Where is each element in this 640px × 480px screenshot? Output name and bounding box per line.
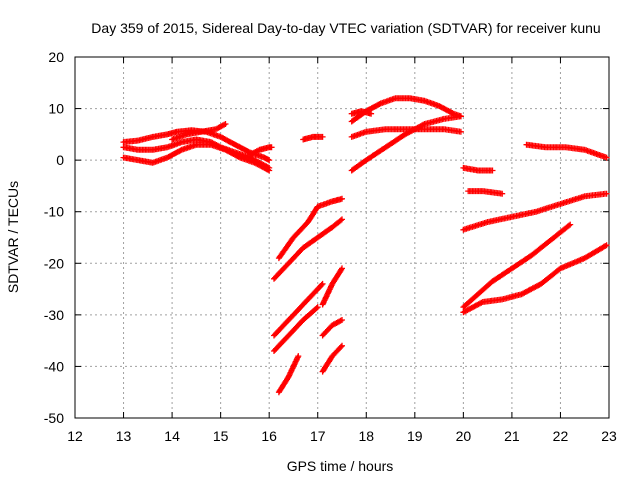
data-point-markers [465,188,506,197]
y-axis-label: SDTVAR / TECUs [5,181,21,293]
data-point-markers [300,133,326,143]
data-point-markers [271,216,345,282]
data-point-markers [275,195,345,262]
series-arc4 [169,121,229,143]
x-tick-label: 16 [261,428,277,444]
x-tick-label: 13 [116,428,132,444]
data-point-markers [246,144,275,158]
data-point-markers [271,304,321,354]
y-tick-label: 20 [48,49,64,65]
data-point-markers [319,265,345,308]
series-arc10 [275,353,302,396]
x-tick-label: 14 [164,428,180,444]
x-tick-label: 12 [67,428,83,444]
series-arc11 [319,317,345,339]
data-series [120,95,610,396]
plot-area-border [74,56,610,419]
data-point-markers [460,190,610,233]
x-tick-label: 15 [213,428,229,444]
series-arc20 [465,188,506,197]
x-tick-label: 23 [601,428,617,444]
y-tick-label: 10 [48,101,64,117]
data-point-markers [271,280,326,339]
grid-lines [75,57,609,418]
series-arc15 [348,95,464,125]
x-tick-label: 20 [456,428,472,444]
x-axis-label: GPS time / hours [287,458,394,474]
series-arc3 [120,141,273,174]
x-tick-label: 19 [407,428,423,444]
chart-title: Day 359 of 2015, Sidereal Day-to-day VTE… [91,20,600,36]
series-arc7 [271,216,345,282]
series-arc12 [319,342,345,375]
x-tick-label: 21 [504,428,520,444]
y-axis: -50 -40 -30 -20 -10 0 10 20 [44,49,609,426]
data-point-markers [460,164,496,174]
data-point-markers [348,113,464,174]
series-arc9 [271,304,321,354]
data-point-markers [523,141,610,161]
y-tick-label: -30 [44,307,64,323]
x-axis: 12 13 14 15 16 17 18 19 20 21 22 23 [67,57,617,444]
y-tick-label: 0 [56,152,64,168]
y-tick-label: -50 [44,410,64,426]
y-tick-label: -10 [44,204,64,220]
series-arc19 [460,164,496,174]
data-point-markers [319,342,345,375]
data-point-markers [460,242,610,316]
x-tick-label: 22 [553,428,569,444]
series-arc21 [460,190,610,233]
series-arc14 [300,133,326,143]
series-arc24 [523,141,610,161]
x-tick-label: 18 [358,428,374,444]
series-arc17 [348,113,464,174]
series-arc13 [319,265,345,308]
x-tick-label: 17 [310,428,326,444]
data-point-markers [348,95,464,125]
series-arc6 [275,195,345,262]
data-point-markers [120,141,273,174]
data-point-markers [460,221,574,311]
data-point-markers [348,108,375,117]
series-arc5 [246,144,275,158]
series-arc23 [460,242,610,316]
data-point-markers [319,317,345,339]
data-point-markers [275,353,302,396]
series-arc22 [460,221,574,311]
data-point-markers [169,121,229,143]
y-tick-label: -20 [44,255,64,271]
series-arc18 [348,108,375,117]
series-arc8 [271,280,326,339]
y-tick-label: -40 [44,358,64,374]
